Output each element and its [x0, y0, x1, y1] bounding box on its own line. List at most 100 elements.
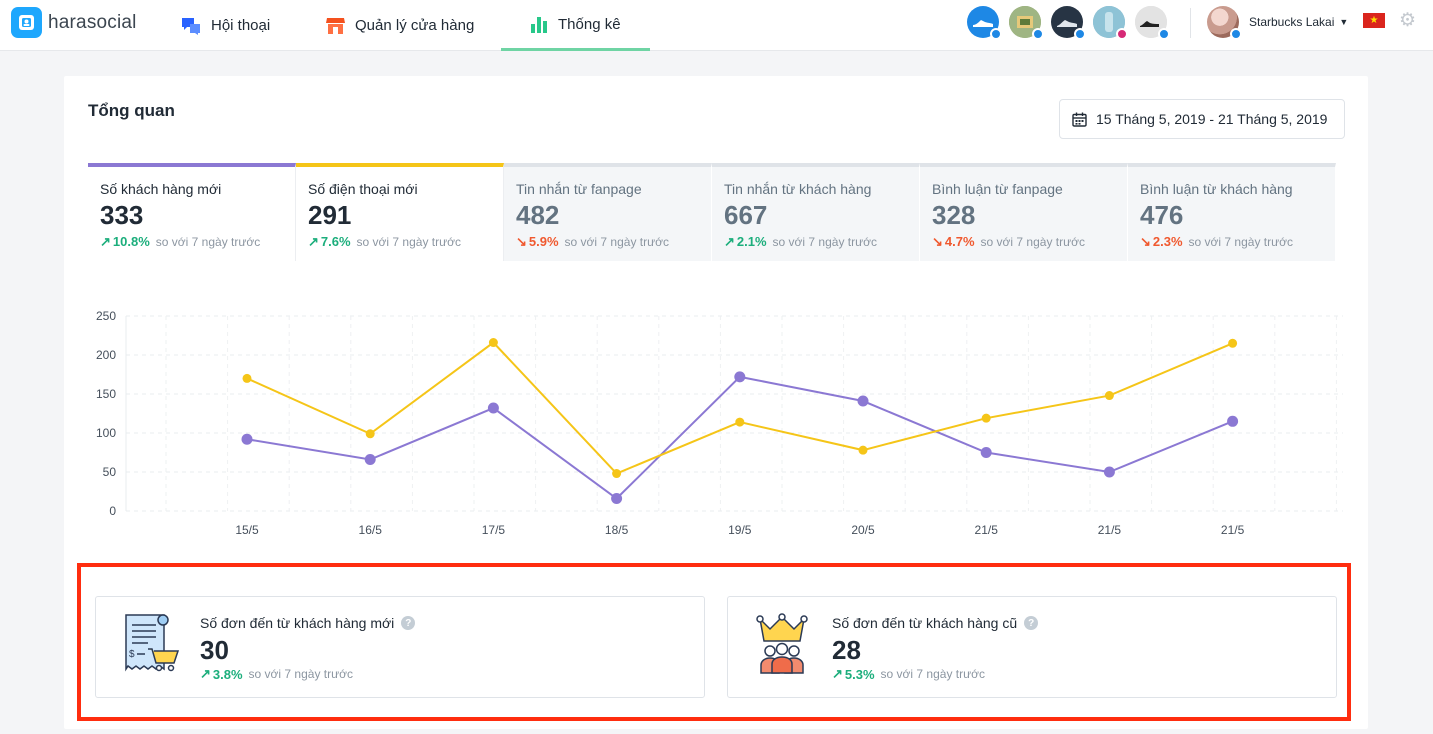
orders-old-title: Số đơn đến từ khách hàng cũ ?	[832, 615, 1039, 631]
trend-up-icon: ↗	[724, 233, 735, 249]
trend-up-icon: ↗	[200, 666, 211, 681]
orders-new-value: 30	[200, 635, 229, 665]
trend-down-icon: ↘	[1140, 233, 1151, 249]
stat-tab-customer-comments[interactable]: Bình luận từ khách hàng 476 ↘ 2.3% so vớ…	[1128, 163, 1336, 261]
trend-up-icon: ↗	[308, 233, 319, 249]
stat-delta: ↗ 2.1% so với 7 ngày trước	[724, 234, 907, 250]
page-avatar-shoe-dark[interactable]	[1051, 6, 1086, 40]
calendar-icon	[1072, 112, 1087, 127]
gear-icon[interactable]: ⚙	[1399, 10, 1417, 31]
receipt-cart-icon: $	[118, 613, 182, 682]
stats-tabs: Số khách hàng mới 333 ↗ 10.8% so với 7 n…	[88, 163, 1337, 261]
messenger-badge-icon	[990, 28, 1002, 40]
brand-name: harasocial	[48, 11, 137, 33]
compare-text: so với 7 ngày trước	[980, 234, 1086, 249]
trend-down-icon: ↘	[516, 233, 527, 249]
user-menu[interactable]: Starbucks Lakai ▼	[1207, 6, 1349, 40]
stat-label: Số điện thoại mới	[308, 181, 418, 197]
stat-value: 667	[724, 200, 768, 230]
stat-delta: ↗ 7.6% so với 7 ngày trước	[308, 234, 491, 250]
stat-tab-new-customers[interactable]: Số khách hàng mới 333 ↗ 10.8% so với 7 n…	[88, 163, 296, 261]
stat-label: Bình luận từ khách hàng	[1140, 181, 1293, 197]
stat-delta: ↘ 4.7% so với 7 ngày trước	[932, 234, 1115, 250]
delta-percent: 3.8%	[212, 666, 243, 682]
date-range-text: 15 Tháng 5, 2019 - 21 Tháng 5, 2019	[1096, 111, 1328, 127]
stat-delta-percent: 2.3%	[1152, 234, 1183, 250]
date-range-picker[interactable]: 15 Tháng 5, 2019 - 21 Tháng 5, 2019	[1059, 99, 1345, 139]
instagram-badge-icon	[1116, 28, 1128, 40]
stat-delta-percent: 7.6%	[320, 234, 351, 250]
compare-text: so với 7 ngày trước	[1188, 234, 1294, 249]
compare-text: so với 7 ngày trước	[248, 667, 354, 681]
stat-value: 476	[1140, 200, 1184, 230]
nav-label: Hội thoại	[211, 17, 271, 34]
stat-tab-fanpage-comments[interactable]: Bình luận từ fanpage 328 ↘ 4.7% so với 7…	[920, 163, 1128, 261]
chat-bubbles-icon	[181, 17, 201, 35]
vietnam-flag-icon[interactable]: ★	[1363, 13, 1385, 28]
user-avatar	[1207, 6, 1242, 40]
compare-text: so với 7 ngày trước	[772, 234, 878, 249]
compare-text: so với 7 ngày trước	[564, 234, 670, 249]
page-title: Tổng quan	[88, 101, 175, 120]
sneaker-icon	[973, 20, 993, 27]
stat-label: Tin nhắn từ fanpage	[516, 181, 642, 197]
stat-delta-percent: 10.8%	[112, 234, 150, 250]
bar-chart-icon	[530, 15, 548, 33]
help-icon[interactable]: ?	[1024, 616, 1039, 630]
svg-text:$: $	[129, 649, 135, 660]
compare-text: so với 7 ngày trước	[155, 234, 261, 249]
messenger-badge-icon	[1230, 28, 1242, 40]
stat-delta: ↗ 10.8% so với 7 ngày trước	[100, 234, 283, 250]
stat-tab-new-phones[interactable]: Số điện thoại mới 291 ↗ 7.6% so với 7 ng…	[296, 163, 504, 261]
stat-delta: ↘ 5.9% so với 7 ngày trước	[516, 234, 699, 250]
stat-value: 482	[516, 200, 560, 230]
stat-delta-percent: 5.9%	[528, 234, 559, 250]
nav-label: Quản lý cửa hàng	[355, 17, 475, 34]
stat-delta: ↘ 2.3% so với 7 ngày trước	[1140, 234, 1323, 250]
stat-tab-customer-messages[interactable]: Tin nhắn từ khách hàng 667 ↗ 2.1% so với…	[712, 163, 920, 261]
orders-old-label: Số đơn đến từ khách hàng cũ	[832, 615, 1018, 631]
orders-old-customers-card: Số đơn đến từ khách hàng cũ ? 28 ↗ 5.3% …	[727, 596, 1337, 698]
highlight-frame	[77, 563, 1351, 721]
stat-value: 333	[100, 200, 144, 230]
stat-tab-fanpage-messages[interactable]: Tin nhắn từ fanpage 482 ↘ 5.9% so với 7 …	[504, 163, 712, 261]
stat-delta-percent: 2.1%	[736, 234, 767, 250]
orders-new-customers-card: $ Số đơn đến từ khách hàng mới ? 30 ↗ 3.…	[95, 596, 705, 698]
stat-label: Tin nhắn từ khách hàng	[724, 181, 872, 197]
nav-thong-ke[interactable]: Thống kê	[501, 0, 650, 51]
orders-old-value: 28	[832, 635, 861, 665]
stat-label: Bình luận từ fanpage	[932, 181, 1063, 197]
page-avatar-shop[interactable]	[1009, 6, 1044, 40]
orders-new-label: Số đơn đến từ khách hàng mới	[200, 615, 395, 631]
nav-quan-ly-cua-hang[interactable]: Quản lý cửa hàng	[326, 0, 474, 51]
page-avatar-shoes-bw[interactable]	[1135, 6, 1170, 40]
nav-hoi-thoai[interactable]: Hội thoại	[181, 0, 270, 51]
compare-text: so với 7 ngày trước	[356, 234, 462, 249]
help-icon[interactable]: ?	[401, 616, 416, 630]
page-avatar-shoe-blue[interactable]	[967, 6, 1002, 40]
page-avatar-instagram[interactable]	[1093, 6, 1128, 40]
store-icon	[326, 17, 345, 35]
stat-delta-percent: 4.7%	[944, 234, 975, 250]
brand[interactable]: harasocial	[11, 7, 137, 38]
top-navbar: harasocial Hội thoại Quản lý cửa hàng Th…	[0, 0, 1433, 51]
delta-percent: 5.3%	[844, 666, 875, 682]
orders-new-title: Số đơn đến từ khách hàng mới ?	[200, 615, 416, 631]
crown-group-icon	[750, 613, 814, 682]
stat-value: 291	[308, 200, 352, 230]
trend-up-icon: ↗	[100, 233, 111, 249]
trend-up-icon: ↗	[832, 666, 843, 681]
stat-value: 328	[932, 200, 976, 230]
messenger-badge-icon	[1032, 28, 1044, 40]
messenger-badge-icon	[1158, 28, 1170, 40]
orders-old-delta: ↗ 5.3% so với 7 ngày trước	[832, 666, 985, 682]
orders-new-delta: ↗ 3.8% so với 7 ngày trước	[200, 666, 353, 682]
nav-label: Thống kê	[558, 15, 621, 33]
harasocial-logo-icon	[11, 7, 42, 38]
stat-label: Số khách hàng mới	[100, 181, 222, 197]
navbar-divider	[1190, 8, 1191, 38]
compare-text: so với 7 ngày trước	[880, 667, 986, 681]
sneaker-icon	[1057, 20, 1077, 27]
chevron-down-icon: ▼	[1339, 17, 1349, 27]
user-name: Starbucks Lakai	[1249, 15, 1335, 29]
